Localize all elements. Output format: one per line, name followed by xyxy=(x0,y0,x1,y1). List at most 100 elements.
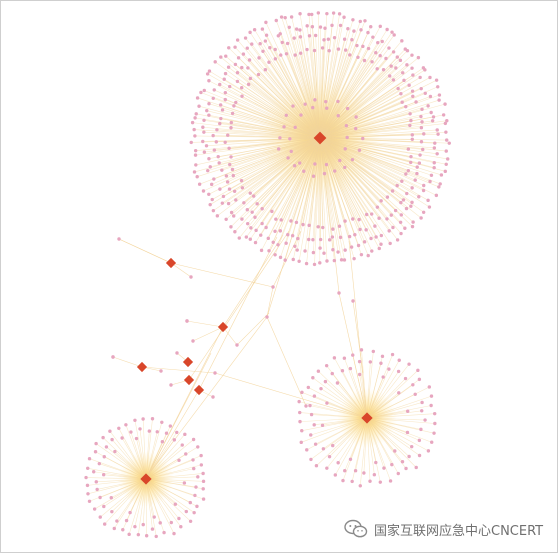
edge xyxy=(319,25,341,139)
leaf-node xyxy=(237,236,241,240)
leaf-node xyxy=(229,225,233,229)
leaf-node xyxy=(358,19,362,24)
edge xyxy=(253,137,321,197)
leaf-node xyxy=(192,466,196,471)
edge xyxy=(366,417,420,456)
leaf-node xyxy=(295,248,299,252)
leaf-node xyxy=(415,171,419,176)
edge xyxy=(319,137,422,143)
leaf-node xyxy=(209,182,214,187)
leaf-node xyxy=(318,246,322,250)
leaf-node xyxy=(289,15,294,19)
leaf-node xyxy=(195,175,199,179)
leaf-node xyxy=(419,114,423,119)
edge xyxy=(366,376,384,419)
edge xyxy=(268,62,321,139)
leaf-node xyxy=(229,126,233,130)
edge xyxy=(259,43,321,139)
edge xyxy=(326,417,368,469)
leaf-node xyxy=(222,77,226,81)
leaf-node xyxy=(388,479,393,483)
edge xyxy=(145,444,183,480)
edge xyxy=(314,99,321,139)
leaf-node xyxy=(223,71,228,76)
leaf-node xyxy=(396,471,400,476)
edge xyxy=(272,137,321,243)
edge xyxy=(232,113,321,139)
leaf-node xyxy=(311,238,315,242)
leaf-node xyxy=(426,449,431,453)
edge xyxy=(319,112,432,139)
leaf-node xyxy=(233,230,237,234)
edge xyxy=(319,125,347,139)
leaf-node xyxy=(188,519,193,524)
edge xyxy=(319,137,432,176)
leaf-node xyxy=(341,478,345,483)
leaf-node xyxy=(345,106,350,111)
edge xyxy=(319,39,353,139)
leaf-node xyxy=(216,154,220,159)
leaf-node xyxy=(307,12,311,17)
leaf-node xyxy=(190,120,195,125)
leaf-node xyxy=(404,104,408,109)
leaf-node xyxy=(343,248,347,252)
leaf-node xyxy=(305,47,309,52)
leaf-node xyxy=(283,258,287,262)
leaf-node xyxy=(406,168,411,173)
edge xyxy=(366,363,410,419)
leaf-node xyxy=(195,96,200,100)
edge xyxy=(299,417,368,422)
leaf-node xyxy=(336,114,340,118)
leaf-node xyxy=(220,168,224,172)
edge xyxy=(145,478,147,536)
edge xyxy=(258,57,321,139)
leaf-node xyxy=(111,355,115,359)
leaf-node xyxy=(124,518,129,523)
leaf-node xyxy=(416,55,421,60)
edge xyxy=(271,137,321,212)
edge xyxy=(286,53,321,139)
edge xyxy=(312,377,368,419)
edge xyxy=(150,316,268,472)
leaf-node xyxy=(420,400,424,405)
edge xyxy=(319,93,402,139)
leaf-node xyxy=(273,229,277,234)
leaf-node xyxy=(409,154,413,159)
leaf-node xyxy=(321,447,326,451)
edge xyxy=(314,137,321,265)
edge xyxy=(215,61,321,139)
leaf-node xyxy=(201,471,205,476)
edge xyxy=(145,478,153,530)
leaf-node xyxy=(331,443,335,448)
leaf-node xyxy=(427,385,432,389)
leaf-node xyxy=(205,108,209,113)
leaf-node xyxy=(401,71,405,75)
edge xyxy=(319,137,353,160)
leaf-node xyxy=(177,516,181,521)
leaf-node xyxy=(332,356,337,360)
leaf-node xyxy=(435,152,439,156)
leaf-node xyxy=(179,525,183,529)
leaf-node xyxy=(207,102,211,106)
leaf-node xyxy=(308,403,312,408)
leaf-node xyxy=(270,209,274,214)
edge xyxy=(145,422,163,480)
leaf-node xyxy=(193,153,198,157)
edge xyxy=(265,137,321,228)
leaf-node xyxy=(285,41,290,46)
leaf-node xyxy=(313,33,318,38)
edge xyxy=(366,417,426,421)
leaf-node xyxy=(393,208,398,213)
leaf-node xyxy=(388,74,392,78)
leaf-node xyxy=(117,426,121,431)
edge xyxy=(319,137,392,216)
leaf-node xyxy=(439,173,444,177)
leaf-node xyxy=(220,201,225,205)
leaf-node xyxy=(444,162,448,166)
leaf-node xyxy=(292,36,296,40)
leaf-node xyxy=(248,191,252,195)
edge xyxy=(195,137,321,156)
leaf-node xyxy=(316,11,321,15)
leaf-node xyxy=(403,376,408,381)
